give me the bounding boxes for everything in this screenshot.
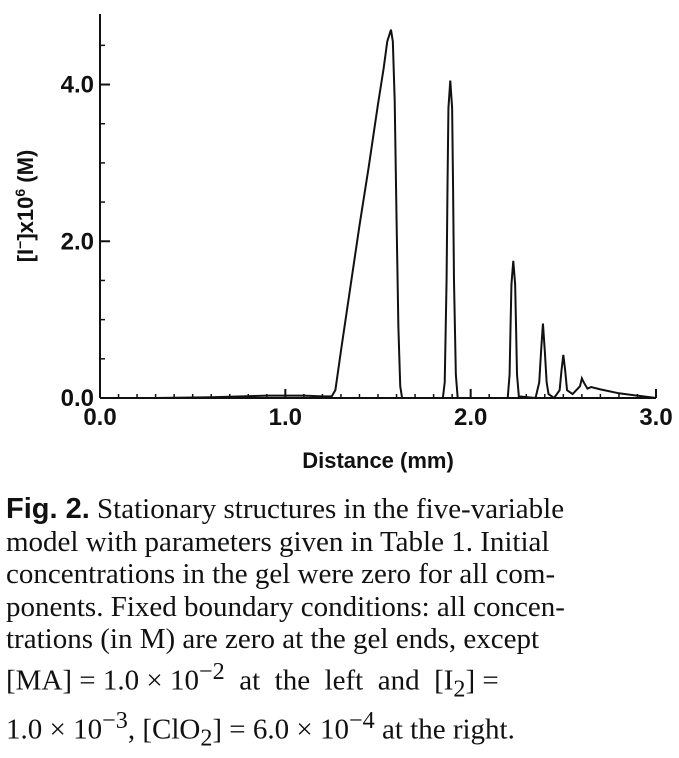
- caption-line: [MA] = 1.0 × 10−2 at the left and [I2] =: [6, 657, 499, 702]
- caption-line: 1.0 × 10−3, [ClO2] = 6.0 × 10−4 at the r…: [6, 707, 515, 752]
- series-line: [100, 29, 657, 400]
- axis-tick-labels: 0.0 1.0 2.0 3.0 0.0 2.0 4.0: [61, 72, 673, 431]
- caption-line: trations (in M) are zero at the gel ends…: [6, 623, 540, 655]
- caption-line: Fig. 2. Stationary structures in the fiv…: [6, 493, 666, 526]
- x-tick-label: 3.0: [639, 404, 672, 431]
- figure-caption: Fig. 2. Stationary structures in the fiv…: [6, 493, 666, 755]
- x-tick-label: 2.0: [454, 404, 487, 431]
- x-tick-label: 1.0: [269, 404, 302, 431]
- caption-text: Stationary structures in the five-variab…: [89, 493, 565, 525]
- y-tick-label: 4.0: [61, 72, 94, 99]
- caption-line: concentrations in the gel were zero for …: [6, 558, 556, 590]
- figure-label: Fig. 2.: [6, 493, 90, 525]
- x-axis-title: Distance (mm): [302, 448, 454, 473]
- y-tick-label: 0.0: [61, 385, 94, 412]
- caption-line: model with parameters given in Table 1. …: [6, 525, 550, 558]
- caption-line: ponents. Fixed boundary conditions: all …: [6, 590, 565, 623]
- y-axis-title: [I−]x106 (M): [12, 150, 38, 263]
- line-chart: 0.0 1.0 2.0 3.0 0.0 2.0 4.0 Distance (mm) [I−]…: [12, 14, 673, 473]
- plot-frame: [99, 14, 656, 399]
- y-tick-label: 2.0: [61, 228, 94, 255]
- x-tick-label: 0.0: [83, 404, 116, 431]
